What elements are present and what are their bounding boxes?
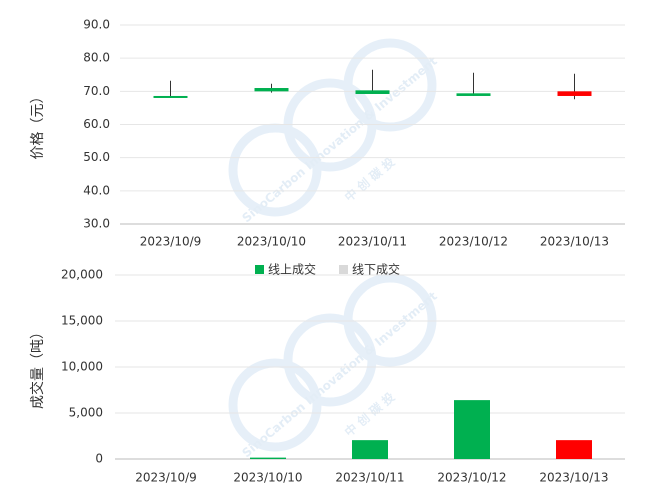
x-tick-label: 2023/10/12 [439,235,508,249]
y-tick-label: 0 [95,452,103,466]
y-tick-label: 20,000 [61,268,103,282]
y-tick-label: 5,000 [69,406,103,420]
legend-swatch [255,265,264,274]
y-tick-label: 15,000 [61,314,103,328]
bar [352,440,388,459]
y-axis-label: 价格（元） [30,90,46,160]
y-tick-label: 90.0 [83,18,110,32]
x-tick-label: 2023/10/11 [338,235,407,249]
bar [556,440,592,459]
watermark-text: SinoCarbon Innovation & Investment [239,289,440,461]
bar [454,400,490,459]
legend-label: 线下成交 [352,262,400,277]
x-tick-label: 2023/10/13 [540,235,609,249]
candle-body [153,95,188,98]
x-tick-label: 2023/10/10 [233,471,302,485]
y-axis-label: 成交量（吨） [29,325,46,409]
y-tick-label: 10,000 [61,360,103,374]
watermark-text: SinoCarbon Innovation & Investment [239,54,440,226]
watermark: SinoCarbon Innovation & Investment 中 创 碳… [228,38,440,461]
x-tick-label: 2023/10/13 [539,471,608,485]
candle-body [355,90,390,94]
y-tick-label: 30.0 [83,217,110,231]
x-tick-label: 2023/10/9 [140,235,202,249]
legend-swatch [339,265,348,274]
y-tick-label: 40.0 [83,183,110,197]
y-tick-label: 60.0 [83,117,110,131]
y-tick-label: 80.0 [83,51,110,65]
watermark-ring [228,358,322,452]
x-tick-label: 2023/10/10 [237,235,306,249]
x-tick-label: 2023/10/11 [335,471,404,485]
candle-body [456,93,491,96]
watermark-ring [228,123,322,217]
watermark-ring [343,273,437,367]
candle-body [557,91,592,96]
watermark-ring [343,38,437,132]
x-tick-label: 2023/10/12 [437,471,506,485]
legend-label: 线上成交 [268,262,316,277]
y-tick-label: 70.0 [83,84,110,98]
y-tick-label: 50.0 [83,150,110,164]
x-tick-label: 2023/10/9 [135,471,197,485]
candle-body [254,88,289,92]
bar [250,457,286,459]
